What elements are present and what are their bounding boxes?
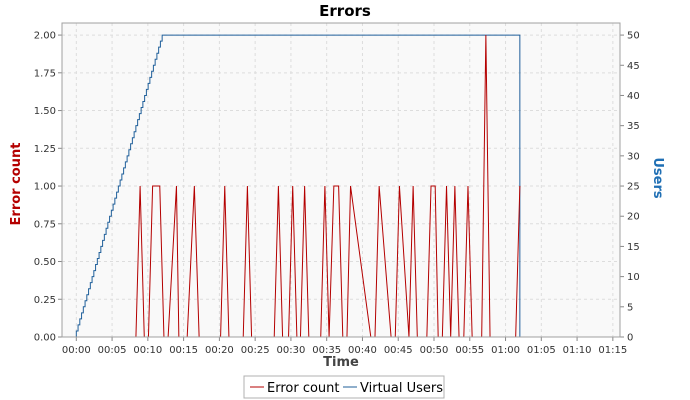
legend: Error count Virtual Users [243, 375, 445, 399]
x-tick-label: 00:00 [62, 345, 91, 356]
y-right-tick-label: 15 [627, 242, 640, 253]
virtual-users-series-line [75, 34, 521, 337]
y-right-tick-label: 40 [627, 91, 640, 102]
y-left-tick-label: 1.75 [34, 68, 56, 79]
legend-error-count-label: Error count [267, 381, 340, 396]
y-left-tick-label: 1.50 [34, 106, 56, 117]
x-tick-label: 01:05 [527, 345, 556, 356]
y-right-tick-label: 25 [627, 182, 640, 193]
x-tick-label: 00:15 [169, 345, 198, 356]
y-right-tick-label: 20 [627, 212, 640, 223]
plot-frame [61, 22, 621, 338]
x-tick-label: 00:35 [312, 345, 341, 356]
left-axis-title: Error count [9, 143, 24, 226]
x-tick-label: 00:30 [277, 345, 306, 356]
x-tick-label: 00:50 [420, 345, 449, 356]
x-tick-label: 01:10 [563, 345, 592, 356]
y-left-tick-label: 0.00 [34, 333, 56, 344]
y-right-tick-label: 0 [627, 333, 633, 344]
y-right-tick-label: 5 [627, 302, 633, 313]
y-right-tick-label: 50 [627, 31, 640, 42]
y-left-tick-label: 0.25 [34, 295, 56, 306]
y-left-tick-label: 0.75 [34, 219, 56, 230]
y-right-tick-label: 35 [627, 121, 640, 132]
x-tick-label: 00:40 [348, 345, 377, 356]
x-tick-label: 00:55 [455, 345, 484, 356]
x-tick-label: 00:45 [384, 345, 413, 356]
axis-ticks: 00:00 00:05 00:10 00:15 00:20 00:25 00:30 00:35… [34, 31, 640, 356]
y-right-tick-label: 30 [627, 151, 640, 162]
x-tick-label: 01:00 [491, 345, 520, 356]
chart-title: Errors [319, 2, 371, 20]
x-tick-label: 00:25 [241, 345, 270, 356]
x-tick-label: 00:20 [205, 345, 234, 356]
right-axis-title: Users [650, 157, 665, 199]
y-left-tick-label: 0.50 [34, 257, 56, 268]
x-tick-label: 00:10 [133, 345, 162, 356]
y-left-tick-label: 1.25 [34, 144, 56, 155]
x-axis-title: Time [323, 355, 359, 370]
x-tick-label: 01:15 [598, 345, 627, 356]
y-right-tick-label: 10 [627, 272, 640, 283]
y-left-tick-label: 2.00 [34, 31, 56, 42]
x-tick-label: 00:05 [98, 345, 127, 356]
y-right-tick-label: 45 [627, 61, 640, 72]
y-left-tick-label: 1.00 [34, 182, 56, 193]
legend-virtual-users-label: Virtual Users [360, 381, 443, 396]
